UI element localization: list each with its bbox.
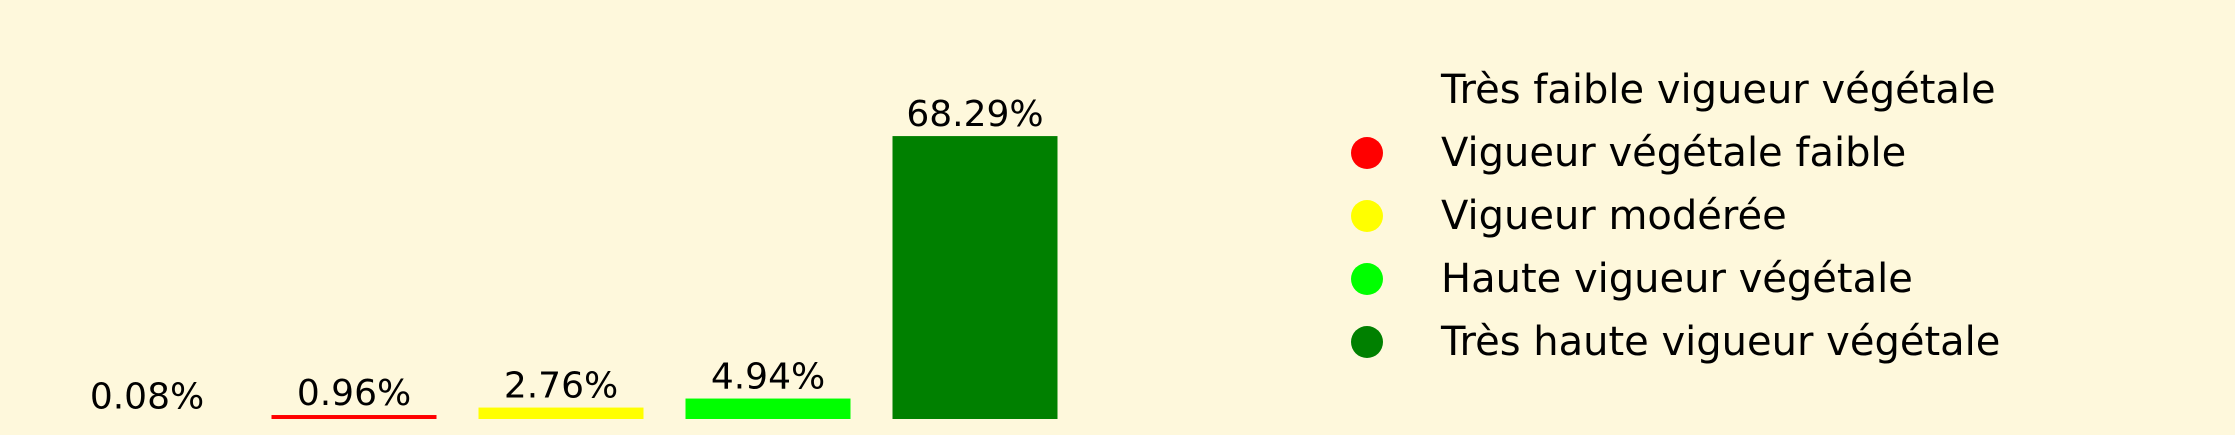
legend-item-high: Haute vigueur végétale bbox=[1330, 247, 2000, 310]
legend-label: Haute vigueur végétale bbox=[1441, 255, 1913, 302]
bar-3 bbox=[478, 407, 644, 419]
legend-marker bbox=[1351, 325, 1383, 358]
bar-4 bbox=[685, 398, 851, 419]
bar-chart: 0.08% 0.96% 2.76% 4.94% 68.29% bbox=[89, 94, 1058, 419]
bar-value-label-5: 68.29% bbox=[906, 94, 1043, 135]
chart-legend: Très faible vigueur végétale Vigueur vég… bbox=[1330, 58, 2000, 373]
bar-value-label-2: 0.96% bbox=[297, 373, 411, 414]
legend-label: Très faible vigueur végétale bbox=[1441, 66, 1996, 113]
bar-value-label-1: 0.08% bbox=[90, 377, 204, 418]
legend-item-moderate: Vigueur modérée bbox=[1330, 184, 2000, 247]
legend-marker bbox=[1351, 73, 1383, 106]
legend-item-very-high: Très haute vigueur végétale bbox=[1330, 310, 2000, 373]
legend-marker bbox=[1351, 136, 1383, 169]
legend-label: Vigueur modérée bbox=[1441, 192, 1787, 239]
bar-value-label-3: 2.76% bbox=[504, 366, 618, 407]
legend-label: Très haute vigueur végétale bbox=[1441, 318, 2001, 365]
bar-value-label-4: 4.94% bbox=[711, 357, 825, 398]
legend-item-very-low: Très faible vigueur végétale bbox=[1330, 58, 2000, 121]
bar-2 bbox=[271, 415, 437, 419]
bar-5 bbox=[892, 136, 1058, 419]
legend-marker bbox=[1351, 262, 1383, 295]
legend-label: Vigueur végétale faible bbox=[1441, 129, 1907, 176]
legend-marker bbox=[1351, 199, 1383, 232]
legend-item-low: Vigueur végétale faible bbox=[1330, 121, 2000, 184]
